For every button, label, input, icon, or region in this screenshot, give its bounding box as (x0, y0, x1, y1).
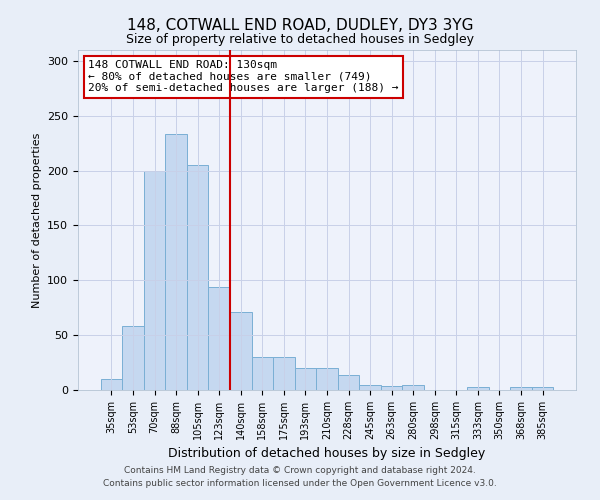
Bar (338, 374, 359, 390)
Bar (144, 170, 166, 390)
Bar (101, 379, 122, 390)
Y-axis label: Number of detached properties: Number of detached properties (32, 132, 41, 308)
Bar (187, 165, 208, 390)
Text: 148 COTWALL END ROAD: 130sqm
← 80% of detached houses are smaller (749)
20% of s: 148 COTWALL END ROAD: 130sqm ← 80% of de… (88, 60, 398, 94)
Bar (230, 312, 251, 390)
Bar (381, 386, 403, 390)
Text: Contains HM Land Registry data © Crown copyright and database right 2024.
Contai: Contains HM Land Registry data © Crown c… (103, 466, 497, 487)
Bar (166, 134, 187, 390)
Bar (359, 384, 381, 390)
Bar (295, 368, 316, 390)
Bar (510, 386, 532, 390)
X-axis label: Distribution of detached houses by size in Sedgley: Distribution of detached houses by size … (169, 448, 485, 460)
Bar (273, 357, 295, 390)
Text: Size of property relative to detached houses in Sedgley: Size of property relative to detached ho… (126, 32, 474, 46)
Bar (122, 326, 144, 390)
Bar (467, 386, 488, 390)
Text: 148, COTWALL END ROAD, DUDLEY, DY3 3YG: 148, COTWALL END ROAD, DUDLEY, DY3 3YG (127, 18, 473, 32)
Bar (316, 368, 338, 390)
Bar (532, 386, 553, 390)
Bar (208, 287, 230, 390)
Bar (251, 357, 273, 390)
Bar (403, 384, 424, 390)
